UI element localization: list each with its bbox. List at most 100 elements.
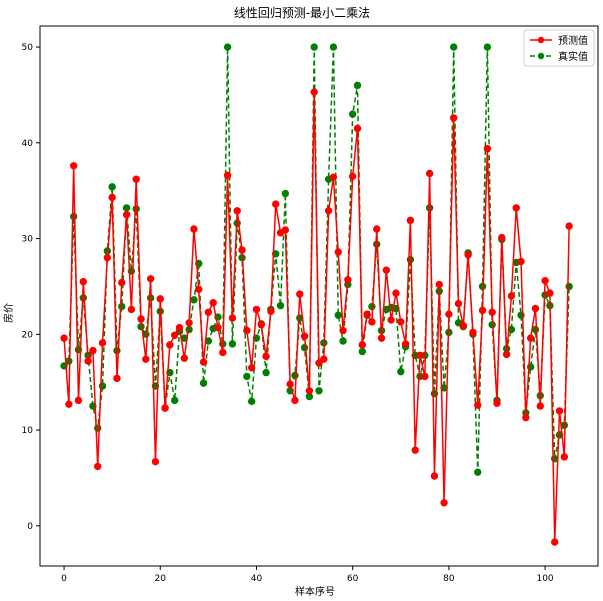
data-point xyxy=(435,280,443,289)
data-point xyxy=(199,379,208,387)
data-point xyxy=(175,323,184,332)
y-axis-label: 房价 xyxy=(2,303,15,323)
axes-frame xyxy=(39,25,599,567)
data-point xyxy=(281,189,290,198)
data-point xyxy=(272,200,280,208)
data-point xyxy=(483,144,492,153)
y-tick-label: 40 xyxy=(22,139,34,149)
series-line xyxy=(63,92,570,543)
data-point xyxy=(373,225,381,233)
data-point xyxy=(483,43,492,51)
data-point xyxy=(257,321,265,329)
data-point xyxy=(300,332,309,340)
y-tick-label: 30 xyxy=(22,235,34,245)
data-point xyxy=(334,311,342,319)
data-point xyxy=(137,315,145,323)
data-point xyxy=(315,359,323,367)
plot-area xyxy=(39,25,599,567)
data-point xyxy=(228,340,237,348)
data-point xyxy=(195,285,203,293)
x-axis-label: 样本序号 xyxy=(295,585,335,598)
data-point xyxy=(348,110,357,118)
data-point xyxy=(146,275,155,283)
data-point xyxy=(445,310,453,318)
data-point xyxy=(65,400,73,408)
data-point xyxy=(348,172,357,181)
data-point xyxy=(132,175,140,183)
data-point xyxy=(233,207,241,215)
data-point xyxy=(324,207,333,215)
data-point xyxy=(334,248,342,256)
data-point xyxy=(565,222,573,230)
data-point xyxy=(291,396,299,405)
data-point xyxy=(166,341,174,349)
x-axis-ticks: 0 20 40 60 80 100 xyxy=(61,566,554,584)
data-point xyxy=(320,355,328,363)
data-point xyxy=(219,348,227,357)
data-point xyxy=(474,401,482,409)
series-layer xyxy=(60,43,573,546)
data-point xyxy=(118,278,126,287)
data-point xyxy=(228,314,237,322)
data-point xyxy=(397,318,405,326)
data-point xyxy=(546,289,554,297)
data-point xyxy=(310,88,318,96)
data-point xyxy=(74,396,83,405)
data-point xyxy=(156,295,164,303)
data-point xyxy=(214,323,222,332)
data-point xyxy=(531,304,540,313)
data-point xyxy=(127,305,136,314)
data-point xyxy=(209,299,217,307)
data-point xyxy=(339,337,347,345)
data-point xyxy=(190,225,198,233)
data-point xyxy=(430,472,439,480)
data-point xyxy=(560,453,569,461)
data-point xyxy=(170,331,179,339)
x-tick-label: 20 xyxy=(155,574,167,584)
data-point xyxy=(353,124,362,133)
y-tick-label: 10 xyxy=(22,426,34,436)
data-point xyxy=(425,169,434,178)
data-point xyxy=(536,402,544,410)
data-point xyxy=(60,334,68,342)
data-point xyxy=(454,299,463,308)
legend-marker xyxy=(537,36,545,44)
data-point xyxy=(170,396,179,405)
data-point xyxy=(132,205,140,213)
data-point xyxy=(339,326,347,335)
data-point xyxy=(315,387,323,395)
data-point xyxy=(103,254,112,262)
data-point xyxy=(142,355,150,363)
data-point xyxy=(498,233,506,242)
data-point xyxy=(94,462,102,471)
data-point xyxy=(344,276,352,284)
data-point xyxy=(541,276,549,285)
data-point xyxy=(329,43,338,51)
data-point xyxy=(353,81,362,90)
legend-label: 真实值 xyxy=(558,50,588,63)
data-point xyxy=(397,367,405,376)
data-point xyxy=(89,346,97,355)
data-point xyxy=(358,347,366,356)
y-tick-label: 0 xyxy=(27,522,33,532)
data-point xyxy=(392,289,400,297)
data-point xyxy=(262,368,270,377)
data-point xyxy=(108,193,116,202)
data-point xyxy=(464,251,472,259)
data-point xyxy=(223,43,232,51)
data-point xyxy=(204,308,213,316)
data-point xyxy=(199,358,208,366)
data-point xyxy=(387,316,395,324)
legend-label: 预测值 xyxy=(558,34,588,47)
data-point xyxy=(493,399,501,407)
data-point xyxy=(296,290,304,298)
data-point xyxy=(507,292,516,300)
y-tick-label: 50 xyxy=(22,43,34,53)
series-predicted xyxy=(60,88,573,546)
data-point xyxy=(118,302,126,311)
data-point xyxy=(440,499,448,507)
data-point xyxy=(531,325,540,334)
x-tick-label: 80 xyxy=(443,574,455,584)
y-tick-label: 20 xyxy=(22,330,34,340)
